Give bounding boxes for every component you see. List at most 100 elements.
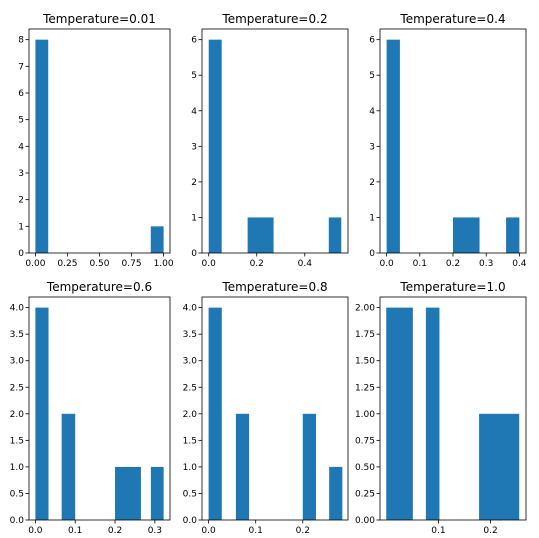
subplot-3-ytick-label-1: 0 [369, 249, 375, 259]
subplot-3-ytick-label-7: 6 [369, 36, 375, 46]
subplot-2-title: Temperature=0.2 [221, 12, 327, 26]
subplot-2-ytick-label-3: 2 [191, 178, 197, 188]
subplot-3-ytick-label-6: 5 [369, 71, 375, 81]
subplot-1-ytick-label-7: 6 [18, 89, 24, 99]
subplot-4-ytick-label-1: 0.0 [10, 516, 25, 526]
subplot-3-bar-3 [506, 217, 520, 253]
subplot-5-bar-1 [208, 307, 222, 520]
subplot-5-ytick-label-5: 2.0 [183, 410, 198, 420]
subplot-4-ytick-label-6: 2.5 [10, 383, 24, 393]
subplot-5-xtick-label-2: 0.1 [249, 526, 263, 536]
subplot-4-frame [28, 296, 171, 521]
subplot-5-ytick-label-8: 3.5 [183, 330, 197, 340]
subplot-4-bar-2 [61, 413, 76, 520]
subplot-4-ytick-label-7: 3.0 [10, 357, 25, 367]
subplot-6-ytick-label-7: 1.50 [355, 357, 375, 367]
subplot-6-title: Temperature=1.0 [399, 280, 505, 294]
subplot-6-bar-1 [386, 307, 413, 520]
subplot-1-xtick-label-2: 0.25 [57, 259, 77, 269]
subplot-5-ytick-label-7: 3.0 [183, 357, 198, 367]
subplot-5-ytick-label-9: 4.0 [183, 304, 198, 314]
subplot-6-ytick-label-2: 0.25 [355, 489, 375, 499]
subplot-2-bar-2 [247, 217, 274, 253]
subplot-6-ytick-label-5: 1.00 [355, 410, 375, 420]
subplot-1-bar-1 [35, 39, 49, 253]
subplot-1-ytick-label-4: 3 [18, 169, 24, 179]
subplot-1-xtick-label-5: 1.00 [154, 259, 174, 269]
subplot-5-bar-3 [302, 413, 316, 520]
subplot-6-ytick-label-6: 1.25 [355, 383, 375, 393]
subplot-3-xtick-label-3: 0.2 [446, 259, 460, 269]
subplot-2-xtick-label-2: 0.2 [250, 259, 264, 269]
subplot-3-bar-2 [453, 217, 480, 253]
subplot-3-bar-1 [386, 39, 400, 253]
subplot-6-bar-3 [479, 413, 520, 520]
subplot-4-ytick-label-3: 1.0 [10, 463, 25, 473]
subplot-6-ytick-label-9: 2.00 [355, 304, 375, 314]
subplot-4-ytick-label-5: 2.0 [10, 410, 25, 420]
subplot-4-xtick-label-4: 0.3 [148, 526, 162, 536]
subplot-1-ytick-label-3: 2 [18, 196, 24, 206]
subplot-2-ytick-label-1: 0 [191, 249, 197, 259]
subplot-2-ytick-label-7: 6 [191, 36, 197, 46]
subplot-3-title: Temperature=0.4 [399, 12, 505, 26]
subplot-4-bar-3 [115, 466, 141, 520]
subplot-5-frame [201, 296, 349, 521]
subplot-6-xtick-label-1: 0.1 [431, 526, 445, 536]
subplot-1-ytick-label-5: 4 [18, 142, 24, 152]
subplot-5-xtick-label-1: 0.0 [201, 526, 216, 536]
subplot-4-ytick-label-2: 0.5 [10, 489, 24, 499]
subplot-1-ytick-label-9: 8 [18, 36, 24, 46]
subplot-5-ytick-label-2: 0.5 [183, 489, 197, 499]
subplot-2-bar-1 [208, 39, 222, 253]
subplot-6-ytick-label-3: 0.50 [355, 463, 375, 473]
subplot-6-ytick-label-4: 0.75 [355, 436, 375, 446]
subplot-3-ytick-label-4: 3 [369, 142, 375, 152]
subplot-4-xtick-label-1: 0.0 [28, 526, 43, 536]
subplot-5-bar-4 [329, 466, 343, 520]
subplot-6-ytick-label-1: 0.00 [355, 516, 375, 526]
subplot-2: Temperature=0.2 0.0 0.2 0.4 0 1 2 3 4 5 6 [191, 12, 349, 269]
subplot-5-ytick-label-3: 1.0 [183, 463, 198, 473]
subplot-4-ytick-label-8: 3.5 [10, 330, 24, 340]
subplot-4-xtick-label-3: 0.2 [108, 526, 122, 536]
subplot-2-ytick-label-4: 3 [191, 142, 197, 152]
subplot-1-xtick-label-1: 0.00 [25, 259, 45, 269]
subplot-3: Temperature=0.4 0.0 0.1 0.2 0.3 0.4 0 1 2 3 4 5 6 [369, 12, 527, 269]
subplot-3-xtick-label-4: 0.3 [479, 259, 493, 269]
subplot-2-ytick-label-2: 1 [191, 213, 197, 223]
subplot-1-ytick-label-2: 1 [18, 222, 24, 232]
subplot-5: Temperature=0.8 0.0 0.1 0.2 0.0 0.5 1.0 1.5 2.0… [183, 280, 349, 536]
subplot-6-xtick-label-2: 0.2 [483, 526, 497, 536]
subplot-5-ytick-label-1: 0.0 [183, 516, 198, 526]
subplot-3-xtick-label-2: 0.1 [413, 259, 427, 269]
subplot-2-xtick-label-3: 0.4 [298, 259, 313, 269]
subplot-4-ytick-label-4: 1.5 [10, 436, 24, 446]
subplot-3-xtick-label-1: 0.0 [379, 259, 394, 269]
subplot-5-title: Temperature=0.8 [221, 280, 327, 294]
subplot-4-bar-4 [150, 466, 164, 520]
subplot-6-bar-2 [425, 307, 440, 520]
subplot-4-ytick-label-9: 4.0 [10, 304, 25, 314]
subplot-1-xtick-label-3: 0.50 [89, 259, 109, 269]
subplot-1: Temperature=0.01 0.00 0.25 0.50 0.75 1.00 0 1 2… [18, 12, 174, 269]
subplot-6-frame [379, 296, 527, 521]
subplot-3-ytick-label-3: 2 [369, 178, 375, 188]
subplot-4-bar-1 [35, 307, 49, 520]
subplot-5-bar-2 [235, 413, 250, 520]
subplot-4: Temperature=0.6 0.0 0.1 0.2 0.3 0.0 0.5 1.0 1.5… [10, 280, 171, 536]
subplot-1-title: Temperature=0.01 [42, 12, 156, 26]
subplot-3-xtick-label-5: 0.4 [512, 259, 527, 269]
subplot-2-xtick-label-1: 0.0 [202, 259, 217, 269]
subplot-5-ytick-label-4: 1.5 [183, 436, 197, 446]
subplot-1-frame [28, 28, 171, 254]
subplot-1-ytick-label-8: 7 [18, 62, 24, 72]
subplot-3-ytick-label-5: 4 [369, 107, 375, 117]
subplot-2-ytick-label-5: 4 [191, 107, 197, 117]
subplot-2-ytick-label-6: 5 [191, 71, 197, 81]
subplot-4-xtick-label-2: 0.1 [68, 526, 82, 536]
subplot-3-ytick-label-2: 1 [369, 213, 375, 223]
subplot-2-bar-3 [328, 217, 342, 253]
subplot-4-title: Temperature=0.6 [46, 280, 152, 294]
